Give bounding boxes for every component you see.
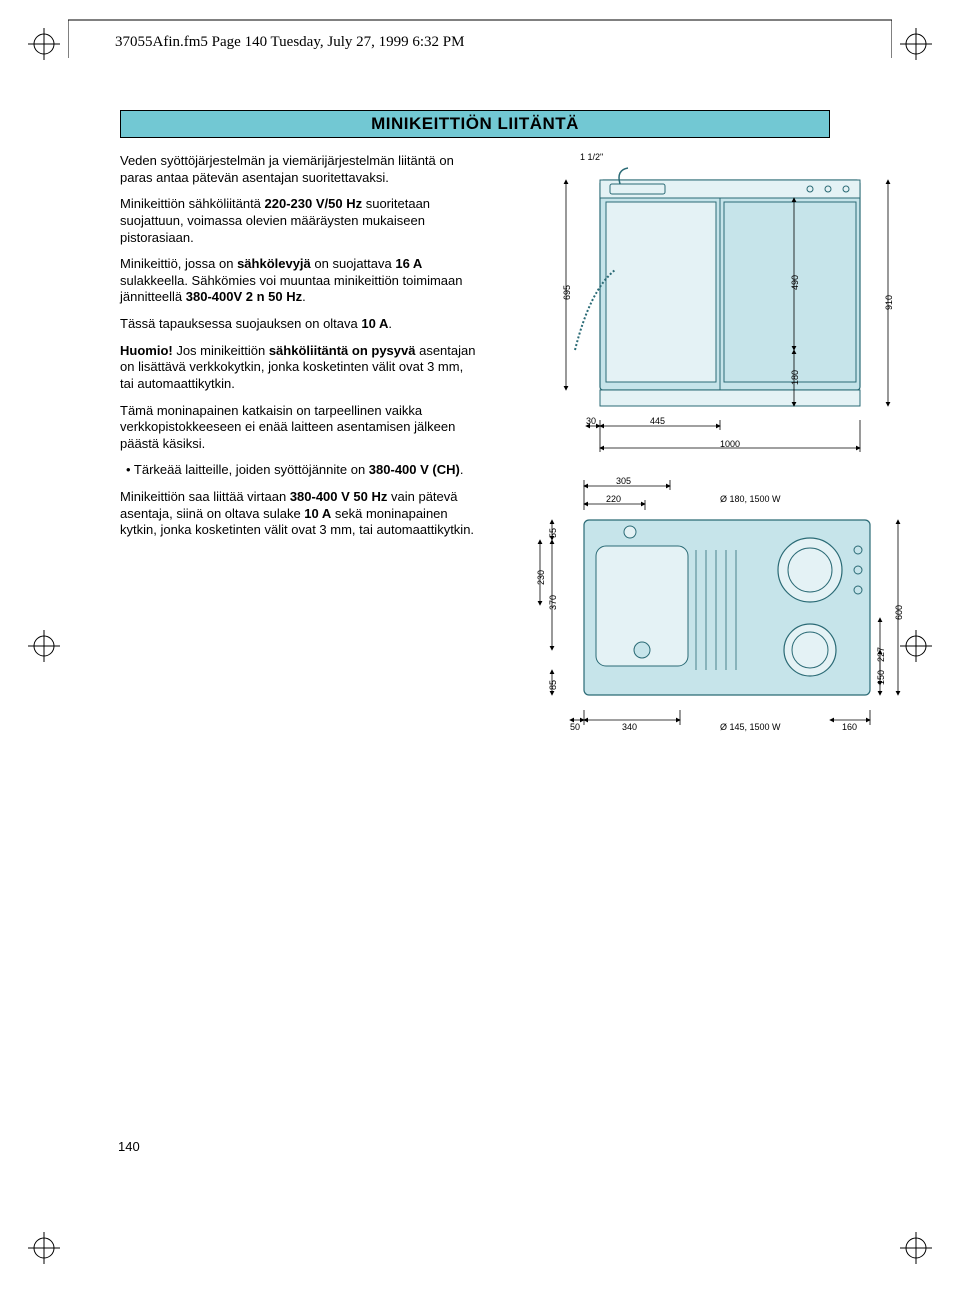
lbl-hob180: Ø 180, 1500 W xyxy=(720,494,781,504)
lbl-230: 230 xyxy=(536,570,546,585)
para-7: • Tärkeää laitteille, joiden syöttöjänni… xyxy=(120,462,478,479)
lbl-490: 490 xyxy=(790,275,800,290)
crop-mark-bl xyxy=(28,1232,60,1264)
lbl-370: 370 xyxy=(548,595,558,610)
lbl-227: 227 xyxy=(876,647,886,662)
page-number: 140 xyxy=(118,1139,140,1154)
lbl-445: 445 xyxy=(650,416,665,426)
header-line: 37055Afin.fm5 Page 140 Tuesday, July 27,… xyxy=(115,34,464,51)
lbl-55: 55 xyxy=(548,528,558,538)
para-3: Minikeittiö, jossa on sähkölevyjä on suo… xyxy=(120,256,478,306)
lbl-pipe: 1 1/2" xyxy=(580,152,603,162)
front-elevation xyxy=(575,168,860,406)
crop-mark-ml xyxy=(28,630,60,662)
para-4: Tässä tapauksessa suojauksen on oltava 1… xyxy=(120,316,478,333)
lbl-340: 340 xyxy=(622,722,637,732)
lbl-hob145: Ø 145, 1500 W xyxy=(720,722,781,732)
plan-view xyxy=(584,520,870,695)
crop-mark-br xyxy=(900,1232,932,1264)
section-title: MINIKEITTIÖN LIITÄNTÄ xyxy=(371,114,579,134)
lbl-160: 160 xyxy=(842,722,857,732)
para-1: Veden syöttöjärjestelmän ja viemärijärje… xyxy=(120,153,478,186)
section-title-bar: MINIKEITTIÖN LIITÄNTÄ xyxy=(120,110,830,138)
technical-diagram: 1 1/2" 695 490 180 910 30 445 1000 305 2… xyxy=(510,150,910,790)
lbl-220: 220 xyxy=(606,494,621,504)
para-5: Huomio! Jos minikeittiön sähköliitäntä o… xyxy=(120,343,478,393)
lbl-150: 150 xyxy=(876,670,886,685)
lbl-600: 600 xyxy=(894,605,904,620)
lbl-30: 30 xyxy=(586,416,596,426)
lbl-180: 180 xyxy=(790,370,800,385)
body-text-column: Veden syöttöjärjestelmän ja viemärijärje… xyxy=(120,153,478,549)
crop-mark-tl xyxy=(28,28,60,60)
para-8: Minikeittiön saa liittää virtaan 380-400… xyxy=(120,489,478,539)
crop-mark-tr xyxy=(900,28,932,60)
lbl-85: 85 xyxy=(548,680,558,690)
lbl-305: 305 xyxy=(616,476,631,486)
lbl-1000: 1000 xyxy=(720,439,740,449)
para-6: Tämä moninapainen katkaisin on tarpeelli… xyxy=(120,403,478,453)
lbl-50: 50 xyxy=(570,722,580,732)
lbl-695: 695 xyxy=(562,285,572,300)
lbl-910: 910 xyxy=(884,295,894,310)
para-2: Minikeittiön sähköliitäntä 220-230 V/50 … xyxy=(120,196,478,246)
